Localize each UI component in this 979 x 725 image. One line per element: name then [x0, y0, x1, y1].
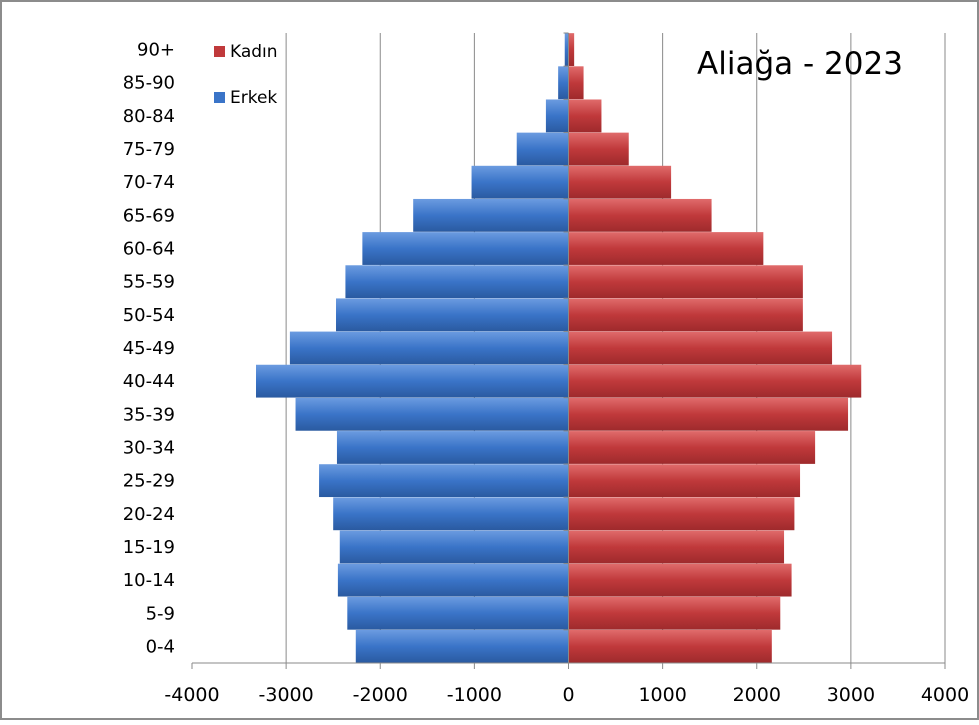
legend-swatch-erkek	[214, 92, 225, 103]
y-tick-label-45-49: 45-49	[123, 338, 175, 359]
chart-title: Aliağa - 2023	[697, 46, 903, 82]
y-tick-label-70-74: 70-74	[123, 172, 175, 193]
y-tick-label-5-9: 5-9	[146, 603, 175, 624]
bar-kadın-50-54	[568, 298, 803, 332]
y-tick-label-75-79: 75-79	[123, 139, 175, 160]
bar-erkek-40-44	[256, 364, 569, 398]
bar-kadın-0-4	[568, 630, 772, 663]
bar-kadın-75-79	[568, 132, 629, 166]
legend-label-kadin: Kadın	[230, 42, 278, 62]
x-tick-label-6: 2000	[733, 684, 781, 706]
bar-kadın-20-24	[568, 497, 795, 531]
bar-erkek-90+	[564, 33, 569, 66]
bar-kadın-40-44	[568, 364, 862, 398]
y-tick-label-80-84: 80-84	[123, 106, 175, 127]
bar-kadın-80-84	[568, 99, 602, 133]
y-tick-label-60-64: 60-64	[123, 239, 175, 260]
bar-erkek-60-64	[362, 232, 569, 265]
bar-erkek-15-19	[339, 530, 569, 564]
bar-erkek-30-34	[336, 431, 569, 464]
bar-kadın-10-14	[568, 563, 792, 597]
bar-kadın-55-59	[568, 265, 803, 299]
bar-kadın-35-39	[568, 397, 849, 431]
tick-labels: 0-4 5-9 10-14 15-19 20-24 25-29 30-34 35-39 40-4…	[123, 40, 969, 706]
bars	[256, 33, 862, 663]
y-tick-label-85-90: 85-90	[123, 73, 175, 94]
bar-erkek-55-59	[345, 265, 569, 299]
bar-erkek-50-54	[336, 298, 569, 332]
bar-erkek-5-9	[347, 596, 569, 630]
x-tick-label-8: 4000	[921, 684, 969, 706]
y-tick-label-20-24: 20-24	[123, 504, 175, 525]
x-tick-label-0: -4000	[164, 684, 219, 706]
legend-swatch-kadin	[214, 46, 225, 57]
y-tick-label-10-14: 10-14	[123, 570, 175, 591]
bar-kadın-65-69	[568, 198, 712, 232]
bar-kadın-15-19	[568, 530, 785, 564]
y-tick-label-90+: 90+	[137, 40, 175, 61]
bar-erkek-85-90	[558, 66, 569, 100]
bar-erkek-80-84	[545, 99, 569, 133]
bar-kadın-60-64	[568, 232, 764, 265]
bar-erkek-0-4	[355, 630, 569, 663]
bar-kadın-30-34	[568, 431, 816, 464]
axes	[191, 32, 946, 669]
bar-kadın-45-49	[568, 331, 833, 365]
bar-erkek-10-14	[337, 563, 569, 597]
legend-label-erkek: Erkek	[230, 88, 277, 108]
y-tick-label-35-39: 35-39	[123, 404, 175, 425]
legend: Kadın Erkek	[214, 42, 278, 108]
bar-kadın-70-74	[568, 165, 672, 199]
x-tick-label-7: 3000	[827, 684, 875, 706]
y-tick-label-15-19: 15-19	[123, 537, 175, 558]
bar-kadın-85-90	[568, 66, 584, 100]
y-tick-label-65-69: 65-69	[123, 205, 175, 226]
y-tick-label-50-54: 50-54	[123, 305, 175, 326]
x-tick-label-4: 0	[562, 684, 574, 706]
bar-kadın-5-9	[568, 596, 781, 630]
bar-erkek-70-74	[471, 165, 569, 199]
bar-erkek-35-39	[295, 397, 569, 431]
bar-erkek-20-24	[333, 497, 569, 531]
bar-erkek-65-69	[413, 198, 569, 232]
x-tick-label-3: -1000	[447, 684, 502, 706]
y-tick-label-40-44: 40-44	[123, 371, 175, 392]
y-tick-label-25-29: 25-29	[123, 471, 175, 492]
bar-erkek-45-49	[289, 331, 569, 365]
y-tick-label-0-4: 0-4	[146, 636, 175, 657]
x-tick-label-5: 1000	[638, 684, 686, 706]
x-tick-label-2: -2000	[353, 684, 408, 706]
bar-erkek-25-29	[319, 464, 569, 498]
y-tick-label-30-34: 30-34	[123, 437, 175, 458]
x-tick-label-1: -3000	[259, 684, 314, 706]
y-tick-label-55-59: 55-59	[123, 272, 175, 293]
bar-erkek-75-79	[516, 132, 569, 166]
bar-kadın-90+	[568, 33, 575, 66]
bar-kadın-25-29	[568, 464, 801, 498]
